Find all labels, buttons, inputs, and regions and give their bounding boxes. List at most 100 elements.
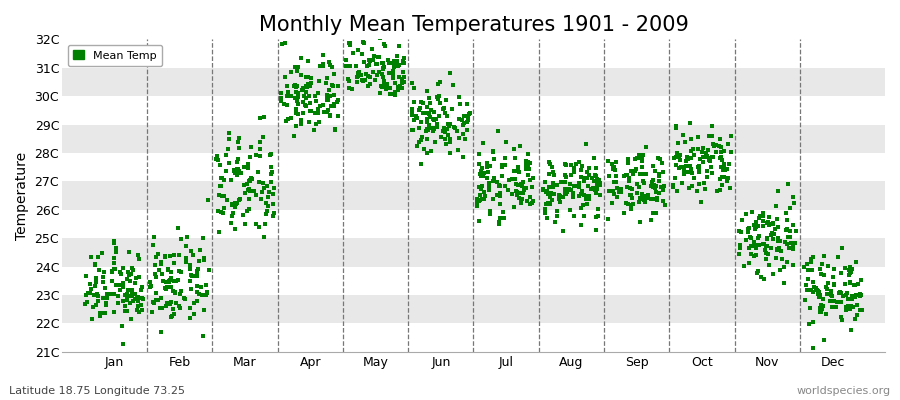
Point bbox=[626, 171, 641, 178]
Point bbox=[419, 110, 434, 116]
Point bbox=[698, 180, 712, 186]
Point bbox=[192, 258, 206, 264]
Point bbox=[131, 252, 146, 258]
Point bbox=[279, 118, 293, 124]
Point bbox=[786, 194, 800, 201]
Point bbox=[673, 157, 688, 164]
Point bbox=[687, 152, 701, 158]
Point bbox=[748, 242, 762, 248]
Point bbox=[806, 254, 820, 260]
Point bbox=[500, 186, 515, 193]
Point bbox=[323, 112, 338, 118]
Point bbox=[80, 298, 94, 305]
Point bbox=[520, 164, 535, 170]
Point bbox=[260, 183, 274, 190]
Point bbox=[151, 267, 166, 273]
Point bbox=[360, 72, 374, 79]
Point bbox=[93, 313, 107, 320]
Point bbox=[519, 157, 534, 164]
Point bbox=[178, 243, 193, 250]
Point bbox=[363, 58, 377, 64]
Point bbox=[397, 60, 411, 66]
Point bbox=[128, 279, 142, 286]
Point bbox=[256, 234, 271, 241]
Point bbox=[183, 262, 197, 269]
Point bbox=[390, 53, 404, 59]
Point bbox=[190, 272, 204, 279]
Point bbox=[474, 168, 489, 174]
Point bbox=[843, 269, 858, 275]
Point bbox=[574, 222, 589, 228]
Point bbox=[320, 75, 334, 82]
Point bbox=[516, 190, 530, 196]
Point bbox=[472, 197, 486, 204]
Point bbox=[241, 187, 256, 194]
Point bbox=[841, 303, 855, 309]
Point bbox=[417, 146, 431, 152]
Point bbox=[125, 293, 140, 299]
Point bbox=[699, 153, 714, 160]
Point bbox=[492, 215, 507, 221]
Point bbox=[760, 243, 775, 250]
Point bbox=[341, 40, 356, 46]
Point bbox=[636, 178, 651, 184]
Point bbox=[820, 286, 834, 292]
Point bbox=[814, 261, 829, 267]
Point bbox=[232, 197, 247, 204]
Point bbox=[316, 52, 330, 58]
Point bbox=[669, 123, 683, 129]
Point bbox=[380, 81, 394, 87]
Point bbox=[342, 63, 356, 69]
Point bbox=[130, 294, 144, 300]
Point bbox=[760, 219, 775, 226]
Point bbox=[470, 196, 484, 202]
Point bbox=[355, 77, 369, 83]
Point bbox=[130, 306, 145, 313]
Point bbox=[717, 164, 732, 170]
Point bbox=[760, 234, 774, 241]
Point bbox=[427, 116, 441, 122]
Point bbox=[164, 299, 178, 305]
Point bbox=[256, 134, 270, 140]
Point bbox=[437, 136, 452, 142]
Point bbox=[345, 86, 359, 93]
Point bbox=[86, 304, 101, 310]
Point bbox=[160, 300, 175, 306]
Point bbox=[715, 182, 729, 188]
Point bbox=[558, 174, 572, 180]
Point bbox=[619, 172, 634, 178]
Point bbox=[708, 149, 723, 156]
Point bbox=[220, 152, 234, 158]
Point bbox=[813, 304, 827, 311]
Point bbox=[624, 168, 638, 174]
Point bbox=[428, 139, 442, 146]
Point bbox=[766, 271, 780, 277]
Point bbox=[280, 89, 294, 96]
Point bbox=[487, 155, 501, 162]
Point bbox=[737, 263, 751, 269]
Point bbox=[644, 196, 659, 202]
Point bbox=[228, 204, 242, 210]
Point bbox=[294, 55, 309, 61]
Point bbox=[84, 290, 98, 296]
Point bbox=[442, 122, 456, 128]
Point bbox=[773, 248, 788, 254]
Point bbox=[96, 274, 111, 281]
Point bbox=[100, 294, 114, 301]
Point bbox=[274, 41, 289, 47]
Point bbox=[98, 285, 112, 291]
Point bbox=[253, 145, 267, 152]
Point bbox=[674, 164, 688, 170]
Point bbox=[854, 292, 868, 298]
Point bbox=[782, 205, 796, 211]
Point bbox=[410, 143, 424, 150]
Point bbox=[375, 60, 390, 66]
Point bbox=[423, 125, 437, 131]
Point bbox=[779, 226, 794, 233]
Point bbox=[743, 242, 758, 249]
Point bbox=[623, 192, 637, 198]
Point bbox=[231, 139, 246, 146]
Point bbox=[800, 286, 814, 293]
Point bbox=[514, 198, 528, 205]
Point bbox=[199, 282, 213, 288]
